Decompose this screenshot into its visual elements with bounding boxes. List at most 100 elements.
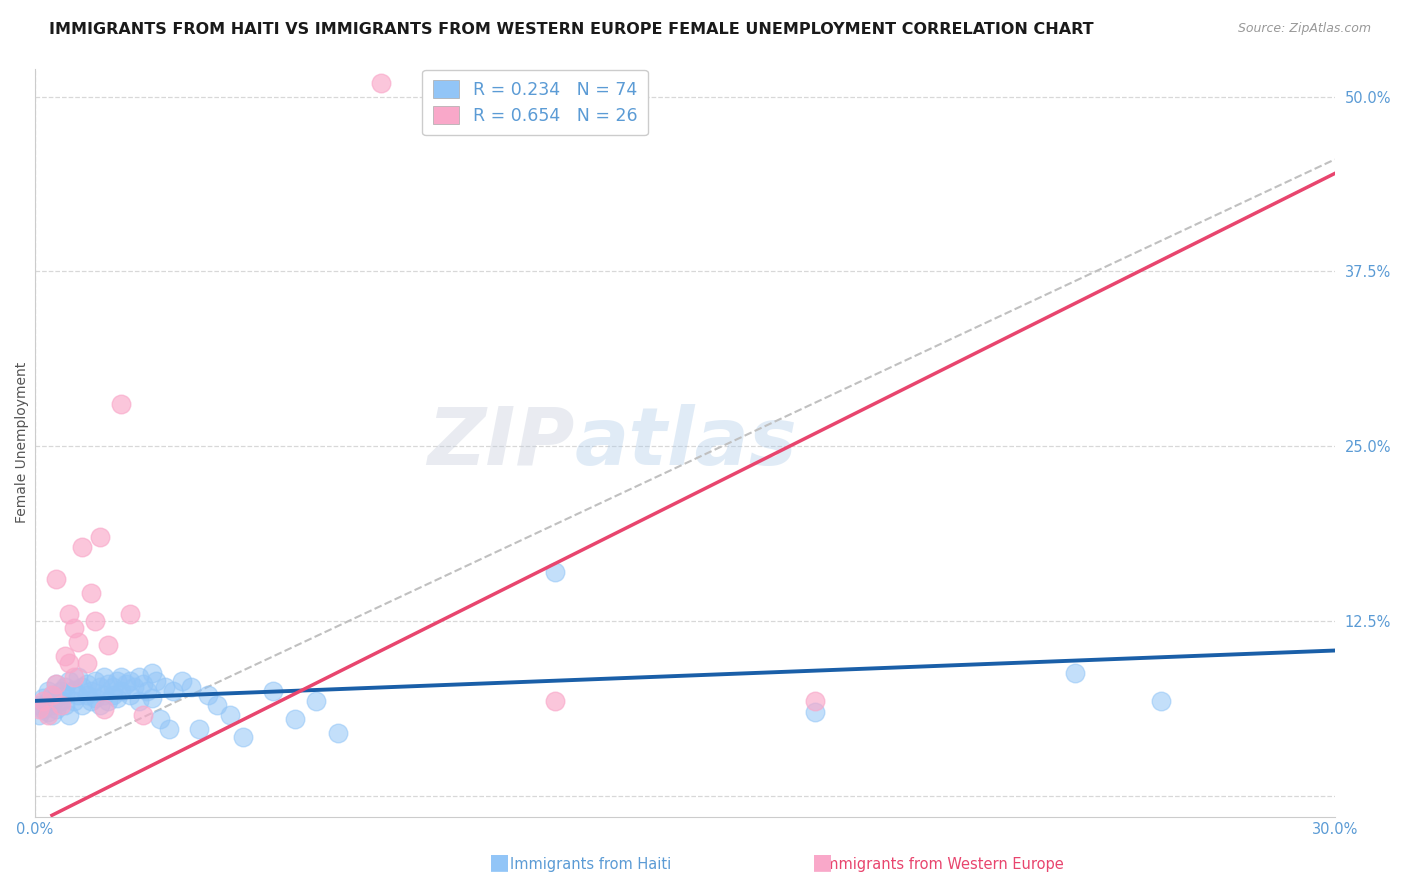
Point: [58, 656, 80, 670]
Point: [118, 674, 141, 689]
Point: [45, 572, 67, 586]
Point: [118, 688, 141, 702]
Point: [80, 586, 103, 600]
Point: [76, 677, 98, 691]
Point: [101, 680, 124, 694]
Point: [145, 674, 167, 689]
Point: [28, 707, 51, 722]
Point: [89, 680, 111, 694]
Point: [58, 607, 80, 621]
Point: [262, 684, 284, 698]
Point: [205, 698, 228, 712]
Point: [66, 688, 89, 702]
Point: [62, 670, 84, 684]
Point: [101, 688, 124, 702]
Point: [37, 694, 59, 708]
Point: [32, 691, 55, 706]
Point: [128, 670, 150, 684]
Point: [162, 684, 184, 698]
Text: atlas: atlas: [574, 404, 797, 482]
Text: ■: ■: [489, 853, 509, 872]
Point: [84, 674, 107, 689]
Point: [62, 682, 84, 697]
Point: [89, 530, 111, 544]
Point: [180, 680, 202, 694]
Point: [97, 638, 120, 652]
Point: [136, 684, 159, 698]
Point: [803, 694, 825, 708]
Point: [89, 698, 111, 712]
Point: [70, 540, 93, 554]
Point: [53, 698, 76, 712]
Y-axis label: Female Unemployment: Female Unemployment: [15, 362, 30, 524]
Point: [76, 688, 98, 702]
Point: [1150, 694, 1173, 708]
Point: [76, 656, 98, 670]
Point: [105, 691, 128, 706]
Point: [62, 694, 84, 708]
Point: [197, 688, 219, 702]
Point: [41, 698, 63, 712]
Text: Source: ZipAtlas.com: Source: ZipAtlas.com: [1237, 22, 1371, 36]
Point: [1063, 665, 1085, 680]
Point: [66, 635, 89, 649]
Point: [49, 694, 72, 708]
Point: [41, 688, 63, 702]
Point: [45, 691, 67, 706]
Text: IMMIGRANTS FROM HAITI VS IMMIGRANTS FROM WESTERN EUROPE FEMALE UNEMPLOYMENT CORR: IMMIGRANTS FROM HAITI VS IMMIGRANTS FROM…: [49, 22, 1094, 37]
Point: [118, 607, 141, 621]
Point: [122, 680, 145, 694]
Point: [93, 688, 115, 702]
Point: [32, 702, 55, 716]
Point: [105, 674, 128, 689]
Point: [93, 670, 115, 684]
Point: [326, 726, 349, 740]
Point: [543, 565, 565, 579]
Point: [70, 698, 93, 712]
Text: Immigrants from Haiti: Immigrants from Haiti: [510, 857, 671, 872]
Text: ■: ■: [813, 853, 832, 872]
Point: [110, 397, 132, 411]
Point: [80, 684, 103, 698]
Point: [218, 707, 240, 722]
Point: [132, 677, 155, 691]
Point: [41, 707, 63, 722]
Point: [110, 684, 132, 698]
Point: [232, 731, 254, 745]
Point: [58, 707, 80, 722]
Point: [97, 694, 120, 708]
Point: [170, 674, 193, 689]
Point: [284, 712, 307, 726]
Point: [49, 684, 72, 698]
Point: [45, 677, 67, 691]
Point: [66, 670, 89, 684]
Point: [93, 702, 115, 716]
Point: [70, 680, 93, 694]
Point: [53, 649, 76, 664]
Point: [114, 677, 136, 691]
Point: [370, 76, 392, 90]
Point: [803, 705, 825, 719]
Legend: R = 0.234   N = 74, R = 0.654   N = 26: R = 0.234 N = 74, R = 0.654 N = 26: [422, 70, 648, 135]
Point: [132, 707, 155, 722]
Point: [84, 691, 107, 706]
Text: Immigrants from Western Europe: Immigrants from Western Europe: [820, 857, 1064, 872]
Point: [45, 677, 67, 691]
Point: [141, 691, 163, 706]
Point: [32, 694, 55, 708]
Point: [53, 688, 76, 702]
Point: [153, 680, 176, 694]
Point: [45, 702, 67, 716]
Point: [543, 694, 565, 708]
Point: [53, 680, 76, 694]
Point: [84, 614, 107, 628]
Point: [110, 670, 132, 684]
Point: [37, 684, 59, 698]
Point: [28, 698, 51, 712]
Point: [58, 674, 80, 689]
Point: [62, 621, 84, 635]
Point: [37, 707, 59, 722]
Point: [157, 722, 180, 736]
Point: [128, 694, 150, 708]
Point: [28, 702, 51, 716]
